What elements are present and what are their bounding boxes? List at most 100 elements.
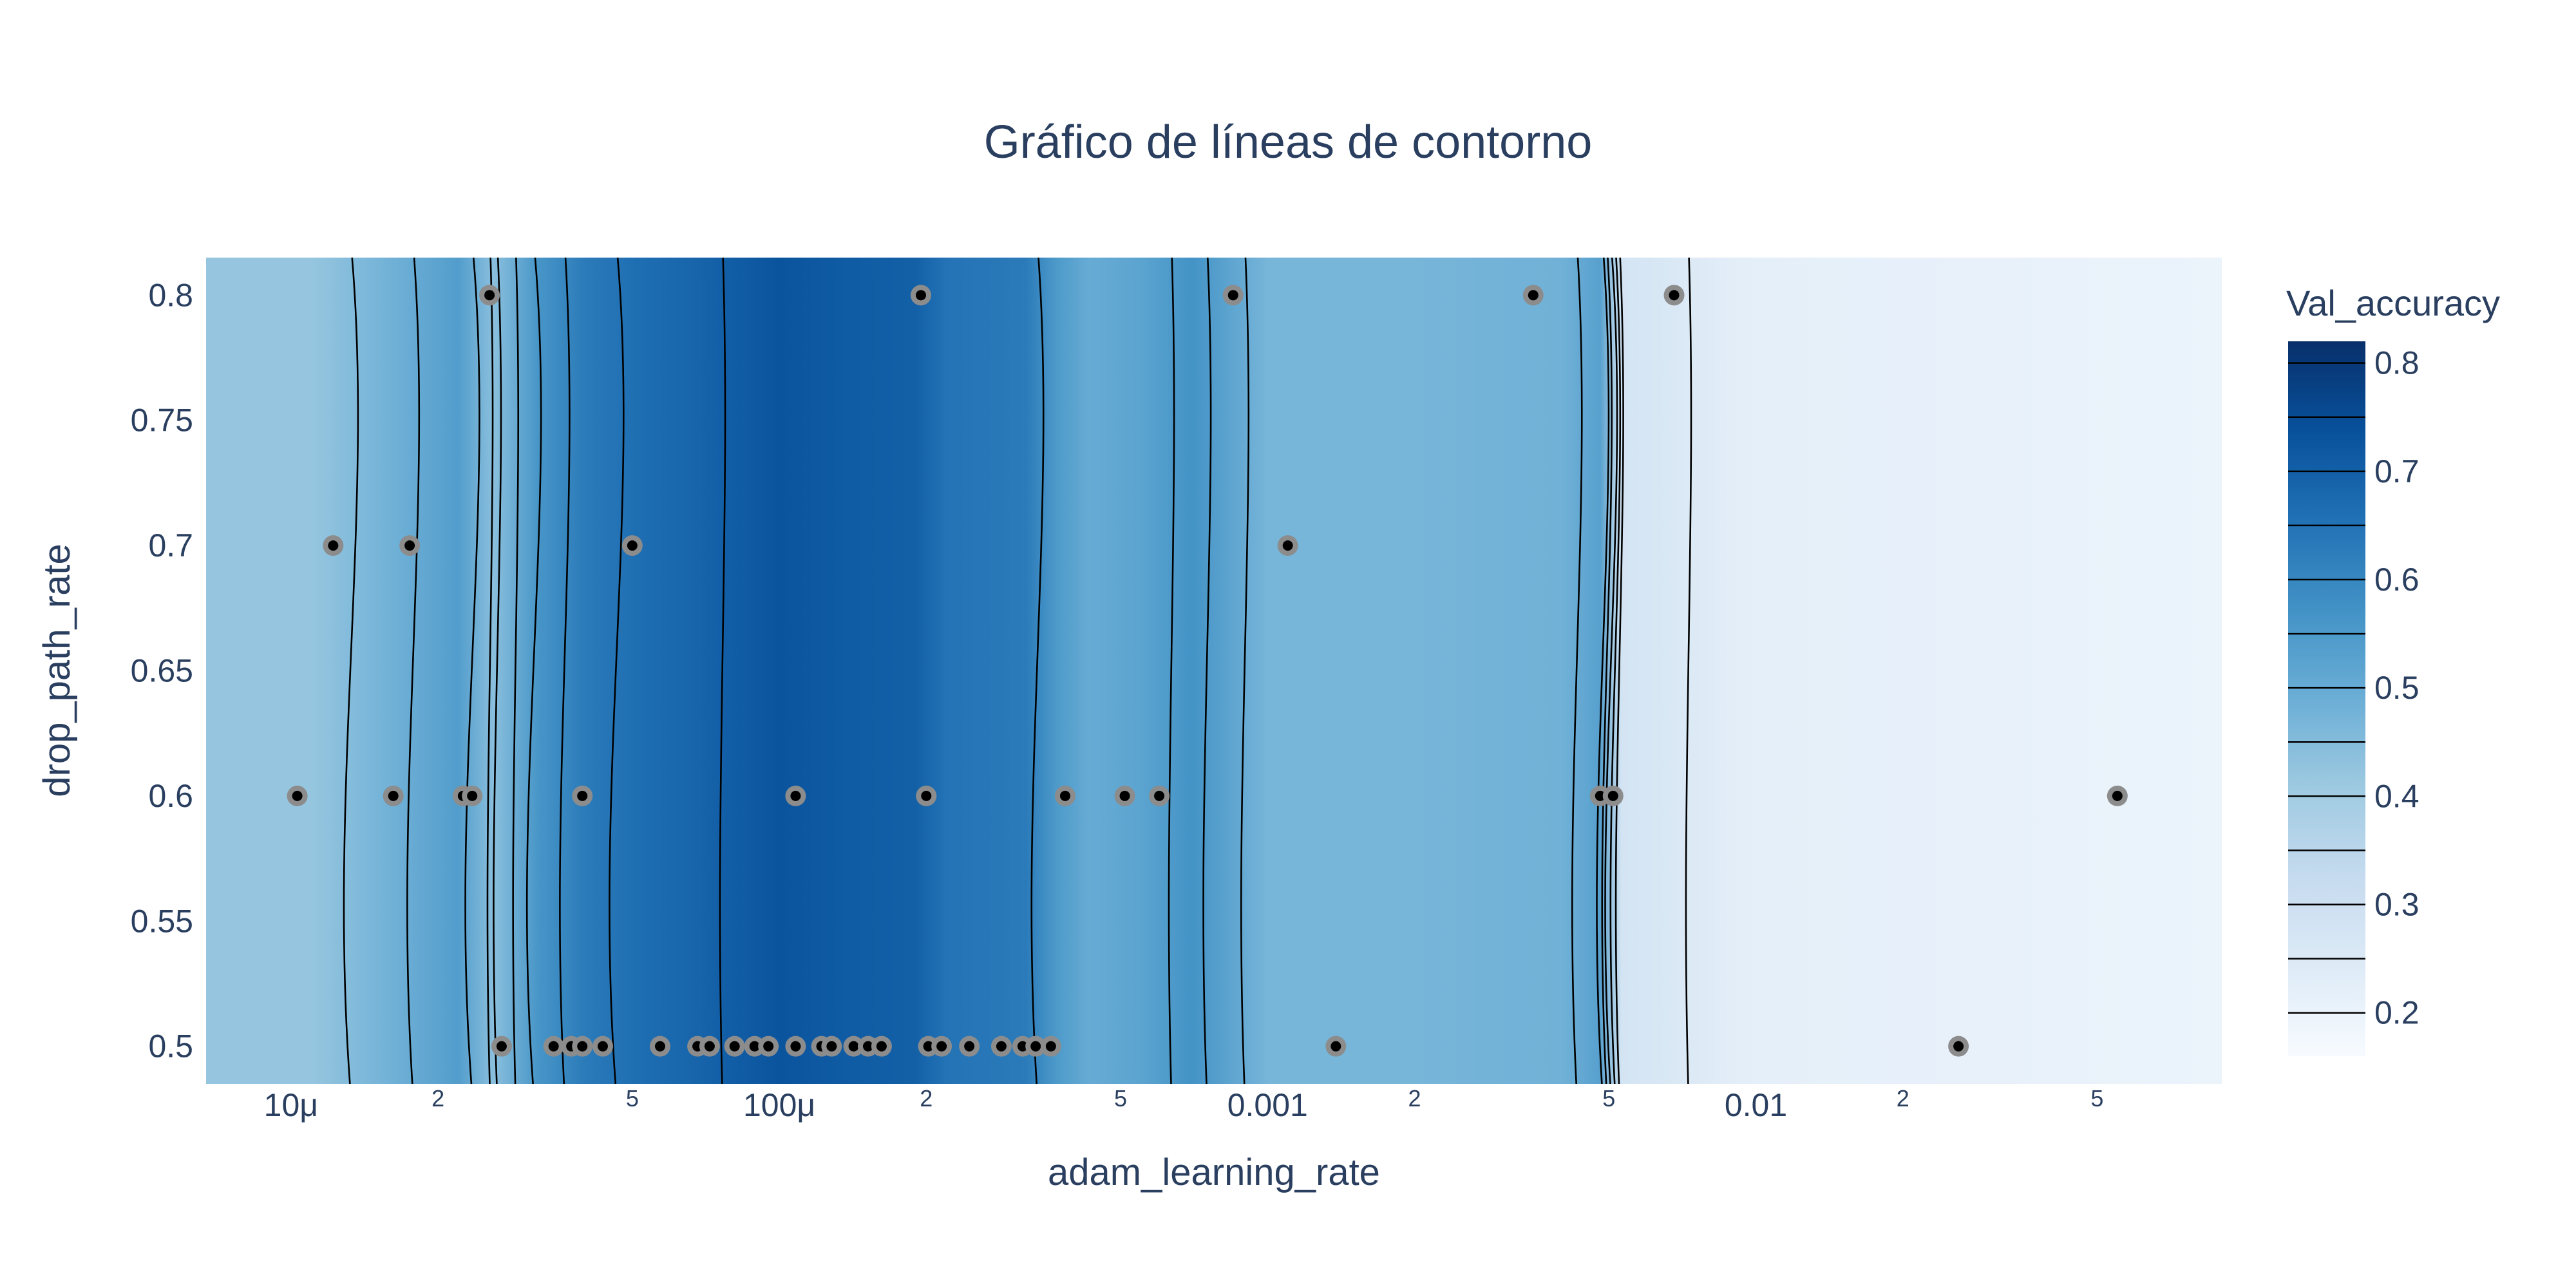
trial-point [843,1036,864,1057]
contour-line [526,258,542,1084]
trial-point [323,535,344,556]
trial-point-core [915,290,926,301]
contour-line [406,258,421,1084]
contour-line [486,258,494,1084]
trial-point [785,785,806,806]
trial-points [287,285,2128,1057]
trial-point-core [1595,790,1605,801]
colorbar: Val_accuracy 0.2 0.3 0.4 0.5 0.6 0.7 0.8 [2286,283,2500,1056]
colorbar-tick-label: 0.6 [2374,562,2420,598]
trial-point-core [790,790,801,801]
contour-line [1240,258,1250,1084]
trial-point [491,1036,512,1057]
trial-point [621,535,643,556]
trial-point [785,1036,806,1057]
x-tick-label: 0.01 [1725,1087,1787,1123]
x-tick-label: 100μ [743,1087,815,1123]
trial-point-core [404,540,415,551]
trial-point-core [921,790,932,801]
contour-line [1168,258,1175,1084]
trial-point-core [1059,790,1070,801]
contour-lines [343,258,1692,1084]
x-axis-ticks: 10μ 2 5 100μ 2 5 0.001 2 5 0.01 2 5 [264,1085,2104,1123]
trial-point-core [790,1041,801,1052]
trial-point [287,785,308,806]
x-tick-label: 5 [1114,1085,1127,1112]
colorbar-tick-label: 0.8 [2374,345,2420,381]
contour-line [1601,258,1613,1084]
trial-point-core [826,1041,837,1052]
trial-point-core [763,1041,774,1052]
trial-point [916,785,937,806]
y-tick-label: 0.8 [148,277,193,313]
contour-line [609,258,625,1084]
trial-point [1522,285,1544,306]
contour-line [1596,258,1610,1084]
contour-line [719,258,726,1084]
colorbar-ticks: 0.2 0.3 0.4 0.5 0.6 0.7 0.8 [2288,345,2420,1031]
trial-point [758,1036,779,1057]
trial-point-core [1607,790,1618,801]
trial-point-core [484,290,495,301]
x-tick-label: 2 [1408,1085,1421,1112]
trial-point [724,1036,745,1057]
trial-point-core [2112,790,2123,801]
colorbar-tick-label: 0.4 [2374,778,2420,814]
trial-point-core [936,1041,947,1052]
trial-point-core [848,1041,859,1052]
trial-point [1325,1036,1347,1057]
trial-point-core [1119,790,1130,801]
trial-point-core [1669,290,1680,301]
trial-point [1277,535,1298,556]
x-tick-label: 10μ [264,1087,318,1123]
trial-point [871,1036,892,1057]
colorbar-tick-label: 0.2 [2374,995,2420,1031]
trial-point [1114,785,1135,806]
contour-line [1604,258,1618,1084]
contour-line [1571,258,1583,1084]
trial-point-core [923,1041,934,1052]
x-tick-label: 2 [1897,1085,1909,1112]
trial-point-core [1045,1041,1056,1052]
trial-point [1222,285,1244,306]
trial-point-core [862,1041,873,1052]
trial-point-core [292,790,303,801]
colorbar-tick-label: 0.5 [2374,670,2420,706]
trial-point-core [1953,1041,1964,1052]
plot-area [206,258,2222,1084]
y-axis-ticks: 0.5 0.55 0.6 0.65 0.7 0.75 0.8 [131,277,193,1064]
trial-point [1054,785,1075,806]
trial-point-core [654,1041,665,1052]
contour-line [343,258,359,1084]
y-tick-label: 0.5 [148,1028,193,1065]
contour-line [1615,258,1624,1084]
contour-line [493,258,502,1084]
x-tick-label: 5 [626,1085,639,1112]
trial-point [383,785,404,806]
trial-point [479,285,500,306]
trial-point-core [996,1041,1007,1052]
trial-point [931,1036,952,1057]
trial-point [572,1036,593,1057]
trial-point [1040,1036,1061,1057]
trial-point [1149,785,1170,806]
trial-point-core [1154,790,1165,801]
colorbar-tick-label: 0.7 [2374,453,2420,489]
x-axis-title: adam_learning_rate [1048,1151,1380,1193]
y-tick-label: 0.75 [131,402,193,439]
trial-point-core [627,540,638,551]
trial-point-core [597,1041,608,1052]
trial-point-core [577,1041,588,1052]
trial-point [821,1036,842,1057]
y-tick-label: 0.6 [148,778,193,814]
trial-point-core [328,540,339,551]
trial-point [1025,1036,1046,1057]
trial-point-core [548,1041,559,1052]
y-tick-label: 0.55 [131,903,193,939]
chart-title: Gráfico de líneas de contorno [984,117,1593,168]
trial-point-core [1528,290,1539,301]
trial-point [699,1036,720,1057]
trial-point-core [1282,540,1293,551]
y-tick-label: 0.7 [148,527,193,564]
